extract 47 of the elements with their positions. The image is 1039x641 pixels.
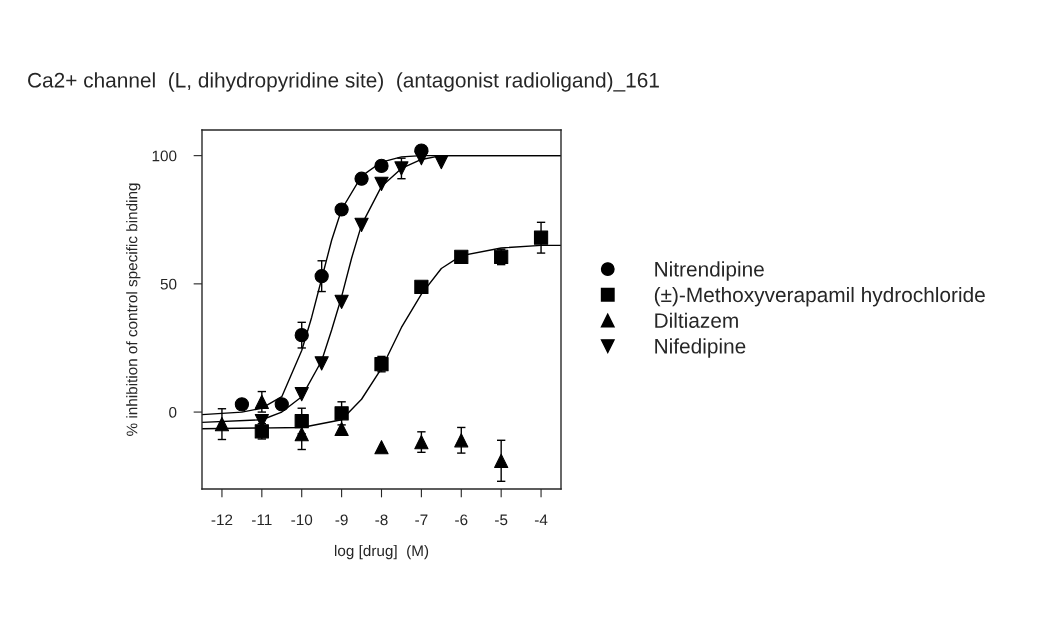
x-axis-title: log [drug] (M) (334, 544, 429, 560)
x-tick-label: -9 (335, 514, 348, 526)
point (294, 387, 309, 402)
legend-label: Nifedipine (655, 338, 746, 358)
point (314, 356, 329, 371)
y-axis-title: % inhibition of control specific binding (126, 183, 141, 436)
point (334, 294, 349, 309)
point (354, 171, 369, 186)
point (294, 328, 309, 343)
x-tick-label: -10 (291, 514, 313, 526)
x-tick-label: -11 (252, 514, 272, 526)
x-tick-label: -4 (534, 514, 548, 526)
point (294, 413, 309, 429)
point (394, 161, 409, 176)
point (314, 269, 329, 284)
legend-label: Diltiazem (655, 312, 738, 328)
point (374, 440, 389, 455)
point (374, 176, 389, 191)
point (214, 417, 230, 432)
chart-title: Ca2+ channel (L, dihydropyridine site) (antagonist radioligand)_161 (28, 72, 659, 92)
point (234, 397, 250, 412)
point (434, 154, 449, 170)
point (254, 394, 269, 409)
x-tick-label: -8 (375, 514, 388, 526)
x-tick-label: -7 (415, 514, 428, 526)
y-tick-label: 0 (169, 406, 177, 418)
point (274, 397, 289, 412)
point (294, 427, 309, 442)
legend-label: Nitrendipine (655, 261, 764, 281)
x-tick-label: -5 (495, 514, 508, 526)
point (374, 158, 389, 174)
point (494, 453, 509, 468)
point (414, 434, 429, 450)
y-tick-label: 50 (160, 278, 177, 290)
x-tick-label: -6 (455, 514, 468, 526)
point (533, 230, 549, 245)
x-tick-label: -12 (211, 514, 233, 526)
point (414, 151, 429, 166)
point (414, 279, 429, 295)
point (454, 249, 469, 265)
point (454, 433, 469, 448)
point (334, 421, 349, 437)
point (334, 406, 349, 421)
legend-label: (±)-Methoxyverapamil hydrochloride (654, 286, 985, 307)
point (354, 217, 369, 232)
y-tick-label: 100 (152, 150, 177, 162)
point (334, 202, 349, 217)
